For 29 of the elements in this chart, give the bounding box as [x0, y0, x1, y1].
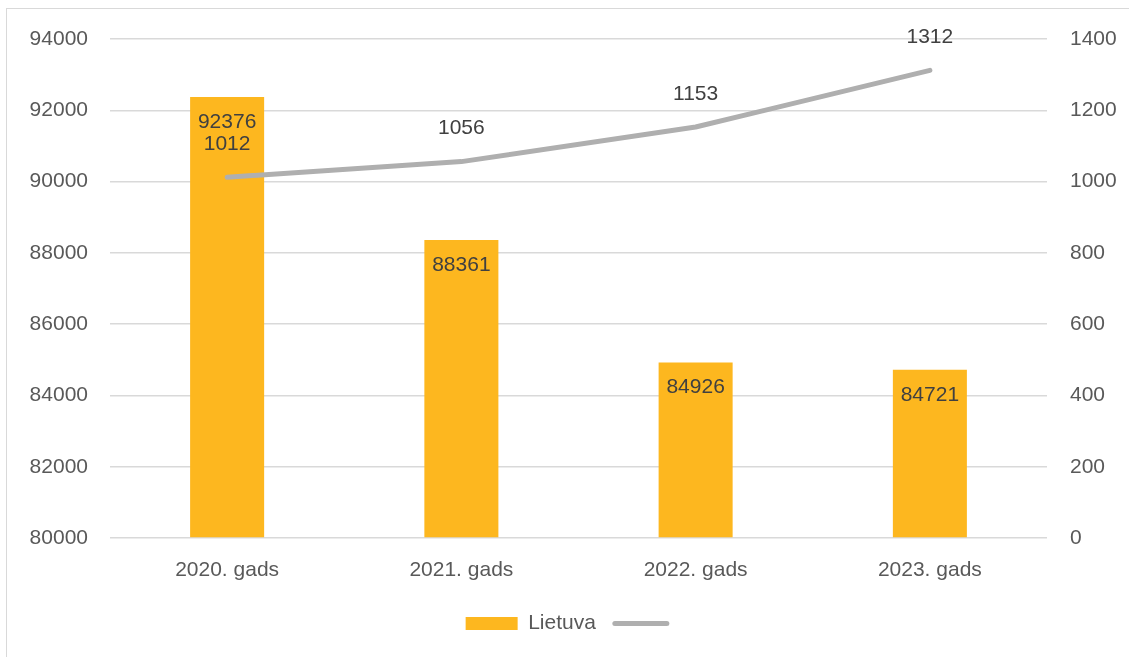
- legend-label: Lietuva: [528, 610, 597, 634]
- y2-tick-label: 1400: [1070, 25, 1117, 49]
- x-tick-label: 2023. gads: [877, 557, 982, 581]
- data-label: 84926: [666, 374, 725, 398]
- data-label: 1056: [438, 115, 485, 139]
- data-label: 84721: [900, 381, 960, 405]
- x-tick-label: 2021. gads: [409, 557, 514, 581]
- y-tick-label: 84000: [29, 382, 88, 406]
- y-tick-label: 86000: [29, 310, 88, 334]
- data-label: 92376: [197, 108, 257, 132]
- y2-tick-label: 0: [1070, 524, 1082, 548]
- y-tick-label: 88000: [29, 239, 88, 263]
- x-tick-label: 2020. gads: [175, 557, 280, 581]
- data-label: 1312: [906, 24, 954, 48]
- y-tick-label: 80000: [29, 524, 88, 548]
- data-label: 88361: [432, 251, 491, 275]
- data-label: 1012: [203, 131, 251, 155]
- y2-tick-label: 1200: [1070, 97, 1117, 121]
- y2-tick-label: 600: [1070, 310, 1106, 334]
- y2-tick-label: 800: [1070, 239, 1106, 263]
- y2-tick-label: 400: [1070, 382, 1106, 406]
- y-tick-label: 90000: [29, 168, 88, 192]
- y-tick-label: 82000: [29, 453, 88, 477]
- y2-tick-label: 1000: [1070, 168, 1117, 192]
- y-tick-label: 92000: [29, 97, 88, 121]
- data-label: 1153: [673, 80, 719, 104]
- x-tick-label: 2022. gads: [643, 557, 748, 581]
- y-tick-label: 94000: [29, 25, 88, 49]
- y2-tick-label: 200: [1070, 453, 1106, 477]
